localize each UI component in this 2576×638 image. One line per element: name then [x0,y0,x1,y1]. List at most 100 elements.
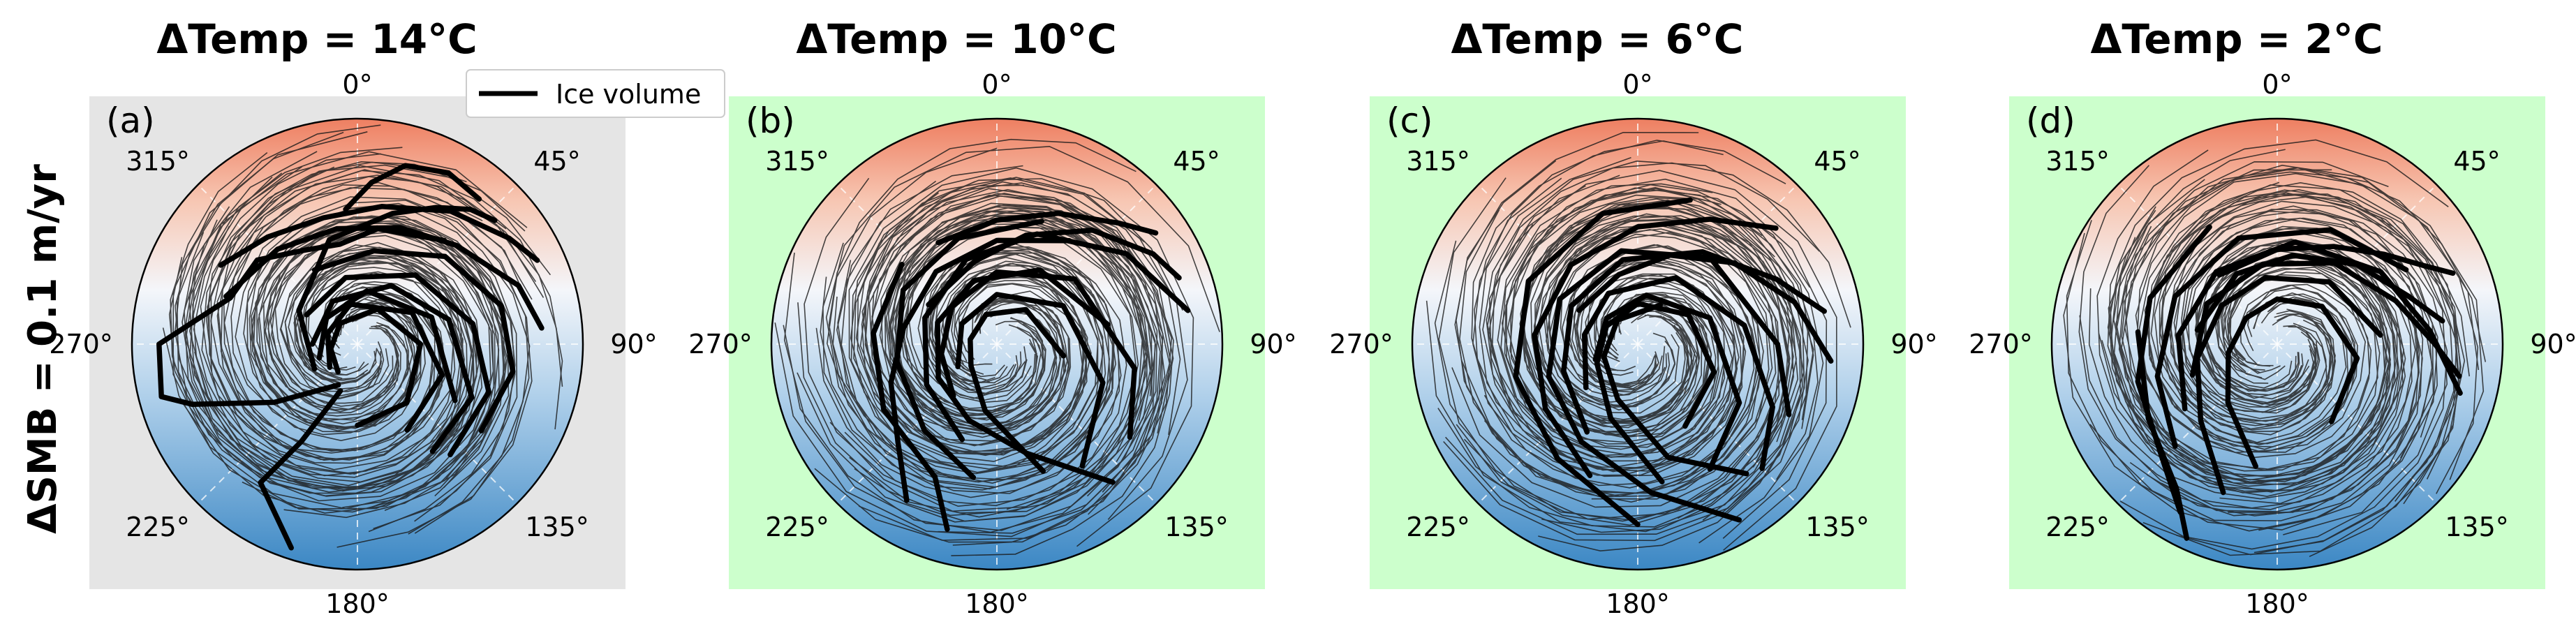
thin-trajectory [2181,217,2433,531]
theta-tick-label: 135° [525,512,589,542]
ice-volume-line [888,237,1072,503]
polar-frame [131,117,584,571]
theta-tick-label: 315° [126,146,190,177]
thin-trajectory [1451,224,1782,508]
thin-trajectory [859,181,1181,456]
thin-trajectory [2150,193,2459,502]
panels: ΔTemp = 14°C(a) 0° 45° 90° 135° 180° 225° 270° 3… [49,15,2576,619]
polar-frame [2050,117,2504,571]
thin-trajectory [1521,244,1764,497]
thin-trajectory [1523,206,1797,468]
legend-box [466,69,725,118]
ice-volume-line [1546,248,1792,523]
thin-trajectory [826,147,1113,488]
thin-trajectory [2112,149,2372,472]
ice-volume-line [2194,253,2445,333]
polar-frame [770,117,1224,571]
theta-tick-label: 270° [688,329,753,359]
ice-volume-line [1561,248,1827,435]
theta-tick-label: 225° [765,512,829,542]
theta-tick-label: 90° [2530,329,2576,359]
thin-trajectory [184,151,482,493]
panel-title: ΔTemp = 14°C [156,15,477,63]
theta-tick-label: 90° [610,329,657,359]
thin-trajectory [880,202,1164,534]
theta-tick-label: 180° [2245,588,2309,619]
ice-volume-line [922,231,1191,443]
panel-label: (d) [2026,101,2075,141]
panel-d: ΔTemp = 2°C (d) 0° 45° 90° 135° 180° 225° 270° 31… [1969,15,2576,619]
theta-tick-label: 225° [2045,512,2110,542]
theta-tick-label: 0° [2262,69,2292,100]
thin-trajectory [235,196,533,548]
ice-volume-line [926,227,1182,308]
theta-tick-label: 315° [2045,146,2110,177]
ice-volume-line [343,163,482,212]
theta-tick-label: 270° [1969,329,2033,359]
thin-trajectory [1479,157,1743,477]
thin-trajectory [2174,217,2424,513]
thin-trajectory [258,225,500,508]
panel-title: ΔTemp = 2°C [2091,15,2383,63]
thin-trajectory [176,232,491,502]
ice-volume-line [309,283,475,454]
thin-trajectory [2115,169,2396,482]
thin-trajectory [249,202,531,535]
ice-volume-line [935,267,1116,485]
thin-trajectory [188,151,528,489]
panel-b: ΔTemp = 10°C(b) 0° 45° 90° 135° 180° 225° 270° 3… [688,15,1296,619]
theta-tick-label: 225° [1406,512,1470,542]
theta-tick-label: 90° [1250,329,1296,359]
theta-tick-label: 45° [533,146,580,177]
thin-trajectory [1463,231,1780,522]
theta-tick-label: 135° [2445,512,2509,542]
theta-tick-label: 270° [49,329,113,359]
legend-label: Ice volume [556,79,701,110]
panel-a: ΔTemp = 14°C(a) 0° 45° 90° 135° 180° 225° 270° 3… [49,15,657,619]
thin-trajectory [2101,239,2406,498]
thin-trajectory [256,215,516,533]
theta-tick-label: 315° [765,146,829,177]
ice-volume-line [218,204,540,268]
theta-tick-label: 0° [1622,69,1652,100]
ice-volume-line [325,301,445,433]
thin-trajectory [1534,213,1794,519]
ice-volume-line [223,225,545,331]
ice-volume-line [296,205,498,372]
thin-trajectory [1443,200,1809,542]
ice-volume-line [938,269,1137,440]
thin-trajectory [2066,220,2423,521]
ice-volume-line [1532,216,1779,478]
thin-trajectory [230,176,563,436]
theta-tick-label: 180° [965,588,1029,619]
theta-tick-label: 135° [1805,512,1870,542]
thin-trajectory [2119,209,2448,550]
thin-trajectory [2096,149,2392,492]
legend: Ice volume [466,69,725,118]
thin-trajectory [2110,206,2390,483]
panel-label: (c) [1386,101,1433,141]
ice-volume-line [2175,239,2463,412]
ice-volume-line [2135,329,2190,541]
ice-volume-line [2135,224,2212,515]
panel-label: (a) [106,101,155,141]
polar-frame [1411,117,1865,571]
thin-trajectory [2121,167,2392,477]
ice-volume-line [871,262,950,532]
ice-volume-line [156,225,447,407]
thin-trajectory [201,166,465,475]
theta-tick-label: 45° [1173,146,1220,177]
theta-tick-label: 180° [1606,588,1670,619]
thin-trajectory [850,192,1104,470]
ice-volume-line [955,292,1106,469]
theta-tick-label: 0° [982,69,1012,100]
theta-tick-label: 0° [342,69,372,100]
ice-volume-line [328,306,424,429]
theta-tick-label: 270° [1329,329,1393,359]
thin-trajectory [2167,200,2455,556]
thin-trajectory [192,147,456,477]
ice-volume-line [894,218,1044,480]
thin-trajectory [844,227,1137,507]
ice-volume-line [311,248,516,433]
